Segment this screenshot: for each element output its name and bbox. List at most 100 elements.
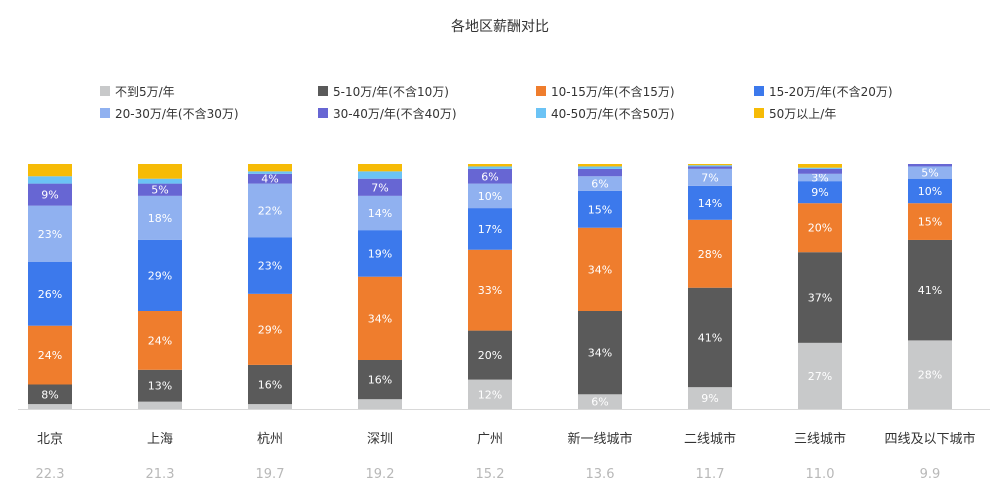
legend-label: 50万以上/年 xyxy=(769,106,837,121)
bar-segment xyxy=(138,183,182,196)
category-value: 15.2 xyxy=(476,467,505,482)
bar-segment xyxy=(798,173,842,182)
bar-segment xyxy=(688,166,732,169)
bar-segment xyxy=(138,369,182,402)
legend-swatch xyxy=(536,86,546,96)
legend-item: 15-20万/年(不含20万) xyxy=(754,84,893,99)
legend-item: 不到5万/年 xyxy=(100,84,175,99)
data-label: 18% xyxy=(148,212,172,225)
category-label: 深圳 xyxy=(367,432,393,447)
bar-segment xyxy=(908,203,952,240)
bar-segment xyxy=(798,203,842,253)
category-value: 13.6 xyxy=(586,467,615,482)
data-label: 5% xyxy=(151,184,168,197)
data-label: 8% xyxy=(41,388,58,401)
legend-swatch xyxy=(318,108,328,118)
legend-swatch xyxy=(754,86,764,96)
bar-segment xyxy=(28,325,72,385)
data-label: 29% xyxy=(258,323,282,336)
bar-segment xyxy=(28,262,72,326)
data-label: 19% xyxy=(368,247,392,260)
bar-segment xyxy=(28,384,72,405)
data-label: 17% xyxy=(478,223,502,236)
bar-segment xyxy=(248,293,292,365)
bar-segment xyxy=(908,340,952,409)
legend-swatch xyxy=(536,108,546,118)
bar-segment xyxy=(138,164,182,179)
legend-label: 5-10万/年(不含10万) xyxy=(333,84,449,99)
data-label: 5% xyxy=(921,167,938,180)
bar-segment xyxy=(578,164,622,167)
bar-segment xyxy=(28,164,72,177)
bar-segment xyxy=(28,183,72,206)
bar-segment xyxy=(578,190,622,228)
bar-segment xyxy=(28,205,72,262)
bar-segment xyxy=(248,164,292,172)
bar-segment xyxy=(138,195,182,240)
bar-segment xyxy=(578,394,622,409)
category-value: 19.2 xyxy=(366,467,395,482)
bar-segment xyxy=(468,330,512,380)
data-label: 14% xyxy=(698,197,722,210)
bar-segment xyxy=(138,401,182,409)
bar-segment xyxy=(578,176,622,191)
bar-segment xyxy=(358,360,402,400)
bar-segment xyxy=(468,183,512,209)
data-label: 16% xyxy=(258,379,282,392)
bar-segment xyxy=(908,164,952,167)
data-label: 23% xyxy=(258,260,282,273)
bar-segment xyxy=(688,287,732,388)
bar-segment xyxy=(248,237,292,294)
legend-label: 40-50万/年(不含50万) xyxy=(551,106,675,121)
bar-segment xyxy=(358,171,402,179)
data-label: 28% xyxy=(918,369,942,382)
data-label: 28% xyxy=(698,248,722,261)
data-label: 34% xyxy=(588,263,612,276)
data-label: 7% xyxy=(371,181,388,194)
legend-label: 15-20万/年(不含20万) xyxy=(769,84,893,99)
bar-segment xyxy=(358,399,402,409)
bar-segment xyxy=(248,364,292,405)
bar-segment xyxy=(248,183,292,238)
bar-segment xyxy=(248,173,292,184)
bar-segment xyxy=(798,342,842,409)
category-label: 二线城市 xyxy=(684,431,736,447)
bar-segment xyxy=(798,252,842,343)
data-label: 14% xyxy=(368,207,392,220)
data-label: 23% xyxy=(38,228,62,241)
category-value: 11.0 xyxy=(806,467,835,482)
chart-title: 各地区薪酬对比 xyxy=(451,19,549,35)
data-label: 34% xyxy=(588,347,612,360)
category-value: 11.7 xyxy=(696,467,725,482)
legend-label: 不到5万/年 xyxy=(115,84,175,99)
bar-segment xyxy=(688,219,732,288)
category-label: 杭州 xyxy=(257,432,283,447)
legend-swatch xyxy=(100,108,110,118)
bar-segment xyxy=(908,239,952,341)
category-label: 北京 xyxy=(37,432,63,447)
category-value: 9.9 xyxy=(920,467,941,482)
legend-swatch xyxy=(754,108,764,118)
bar-segment xyxy=(138,239,182,311)
data-label: 26% xyxy=(38,288,62,301)
data-label: 12% xyxy=(478,388,502,401)
bar-segment xyxy=(28,176,72,184)
legend-item: 30-40万/年(不含40万) xyxy=(318,106,457,121)
legend-item: 50万以上/年 xyxy=(754,106,837,121)
bar-segment xyxy=(468,166,512,169)
bar-segment xyxy=(688,387,732,409)
data-label: 24% xyxy=(148,334,172,347)
bar-segment xyxy=(358,276,402,360)
data-label: 15% xyxy=(588,203,612,216)
bar-segment xyxy=(358,230,402,277)
bar-segment xyxy=(468,168,512,184)
category-label: 新一线城市 xyxy=(567,431,632,447)
data-label: 22% xyxy=(258,205,282,218)
data-label: 27% xyxy=(808,370,832,383)
data-label: 34% xyxy=(368,312,392,325)
data-label: 7% xyxy=(701,171,718,184)
category-value: 19.7 xyxy=(256,467,285,482)
bar-segment xyxy=(248,171,292,174)
data-label: 15% xyxy=(918,216,942,229)
